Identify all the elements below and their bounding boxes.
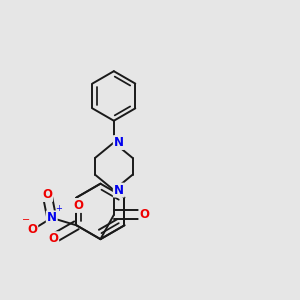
Text: N: N bbox=[47, 212, 57, 224]
Text: +: + bbox=[55, 205, 62, 214]
Text: O: O bbox=[42, 188, 52, 201]
Text: −: − bbox=[22, 215, 30, 225]
Text: N: N bbox=[114, 184, 124, 196]
Text: O: O bbox=[140, 208, 149, 221]
Text: O: O bbox=[74, 199, 83, 212]
Text: O: O bbox=[27, 223, 37, 236]
Text: N: N bbox=[114, 136, 124, 149]
Text: O: O bbox=[48, 232, 58, 245]
